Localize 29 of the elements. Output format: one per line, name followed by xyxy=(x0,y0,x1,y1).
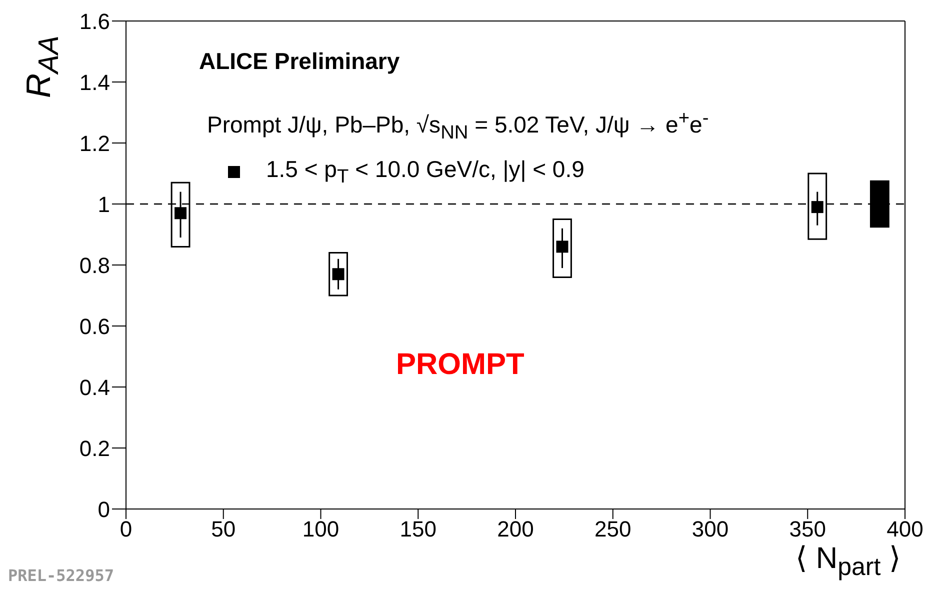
legend-label: 1.5 < p$_{T}$ < 10.0 GeV/c, |y| < 0.9 xyxy=(266,156,584,189)
x-tick-label: 50 xyxy=(211,516,236,542)
annotation: PROMPT xyxy=(396,348,524,382)
y-tick-label: 0.4 xyxy=(79,374,110,400)
x-tick-label: 150 xyxy=(400,516,436,542)
y-tick-label: 0.2 xyxy=(79,436,110,461)
annotation: Prompt J/ψ, Pb–Pb, √s$_{NN}$ = 5.02 TeV, J/ψ → e$^{+}$e$^{-}$ xyxy=(207,108,709,144)
bar xyxy=(552,218,572,278)
x-tick-label: 350 xyxy=(789,516,826,542)
text: PREL-522957 xyxy=(8,566,114,585)
y-tick-label: 1 xyxy=(98,192,110,217)
x-axis-title: ⟨ N$_{part}$ ⟩ xyxy=(796,541,901,582)
x-tick-label: 250 xyxy=(594,516,632,542)
y-tick-label: 1.6 xyxy=(79,8,110,34)
annotation: ALICE Preliminary xyxy=(199,48,400,75)
y-tick-label: 1.4 xyxy=(79,70,110,95)
y-tick-label: 0.8 xyxy=(79,252,110,278)
x-tick-label: 200 xyxy=(497,516,534,542)
bar xyxy=(328,252,348,296)
y-tick-label: 0.6 xyxy=(79,314,110,339)
x-tick-label: 400 xyxy=(886,516,924,542)
point xyxy=(174,207,187,220)
y-tick-label: 0 xyxy=(98,496,110,522)
x-tick-label: 100 xyxy=(302,516,340,542)
x-tick-label: 0 xyxy=(120,516,132,542)
point xyxy=(811,201,824,214)
x-tick-label: 300 xyxy=(692,516,729,542)
point xyxy=(556,240,568,253)
y-tick-label: 1.2 xyxy=(79,130,110,156)
